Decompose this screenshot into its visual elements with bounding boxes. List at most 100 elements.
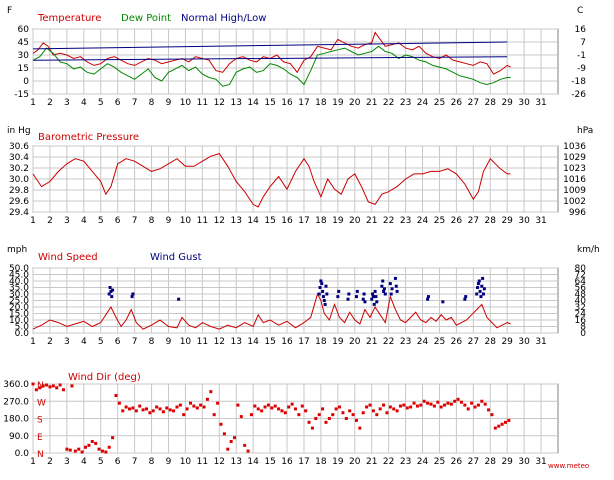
x-tick-label: 6 [115, 457, 121, 467]
data-point [480, 399, 484, 403]
x-tick-label: 17 [298, 98, 309, 108]
y-tick-label: 90.0 [9, 432, 29, 442]
x-tick-label: 11 [197, 98, 208, 108]
data-point [219, 422, 223, 426]
data-point [280, 409, 284, 413]
data-point [382, 289, 386, 293]
data-point [443, 403, 447, 407]
data-point [473, 405, 477, 409]
data-point [148, 411, 152, 415]
data-point [331, 413, 335, 417]
data-point [325, 292, 329, 296]
data-point [388, 405, 392, 409]
data-point [466, 407, 470, 411]
data-point [65, 447, 69, 451]
data-point [155, 405, 159, 409]
data-point [390, 287, 394, 291]
data-point [151, 409, 155, 413]
data-point [141, 408, 145, 412]
x-tick-label: 1 [30, 98, 36, 108]
temp-right-unit: C [577, 6, 583, 16]
x-tick-label: 15 [264, 216, 275, 226]
y-tick-label-right: 1009 [563, 186, 586, 196]
y-tick-label: 40.0 [9, 277, 29, 287]
data-point [189, 401, 192, 405]
plot-area [32, 28, 559, 95]
data-point [172, 409, 176, 413]
data-point [365, 405, 369, 409]
data-point [131, 406, 135, 410]
data-point [90, 440, 94, 443]
data-point [368, 403, 372, 407]
y-tick-label: 15.0 [9, 310, 29, 320]
data-point [321, 289, 325, 293]
y-tick-label: -15 [14, 90, 29, 100]
y-tick-label-right: -18 [571, 77, 586, 87]
x-tick-label: 26 [451, 337, 463, 347]
data-point [429, 402, 433, 406]
data-point [481, 276, 485, 280]
data-point [108, 286, 112, 289]
data-point [260, 409, 264, 413]
data-point [144, 407, 148, 411]
data-point [304, 409, 308, 413]
data-point [426, 297, 430, 301]
data-point [362, 292, 366, 296]
compass-label: S [37, 416, 43, 426]
y-tick-label-right: -1 [577, 51, 586, 61]
x-tick-label: 19 [332, 337, 344, 347]
data-point [168, 408, 172, 412]
x-tick-label: 12 [214, 98, 225, 108]
data-point [294, 407, 297, 411]
data-point [222, 432, 226, 436]
series-line [32, 41, 508, 50]
x-tick-label: 12 [214, 216, 225, 226]
x-tick-label: 10 [180, 337, 192, 347]
x-tick-label: 11 [197, 457, 208, 467]
y-tick-label: 30.0 [9, 175, 29, 185]
x-tick-label: 13 [230, 98, 241, 108]
x-tick-label: 25 [434, 457, 445, 467]
x-tick-label: 26 [451, 457, 463, 467]
x-tick-label: 3 [64, 98, 70, 108]
series-line [32, 153, 511, 208]
pressure-left-unit: in Hg [7, 126, 31, 136]
data-point [158, 407, 162, 411]
data-point [480, 284, 484, 288]
data-point [439, 405, 443, 409]
y-tick-label-right: 1029 [563, 153, 586, 163]
y-tick-label-right: 1036 [563, 142, 586, 152]
x-tick-label: 20 [349, 337, 361, 347]
x-tick-label: 29 [501, 98, 513, 108]
data-point [192, 404, 196, 408]
x-tick-label: 20 [349, 98, 361, 108]
x-tick-label: 30 [518, 98, 530, 108]
x-tick-label: 23 [400, 337, 411, 347]
x-tick-label: 8 [149, 457, 155, 467]
data-point [317, 413, 321, 417]
data-point [475, 292, 479, 296]
compass-label: W [37, 398, 46, 408]
data-point [205, 397, 209, 401]
data-point [351, 413, 355, 417]
x-tick-label: 24 [417, 457, 429, 467]
data-point [483, 402, 487, 406]
x-tick-label: 1 [30, 457, 36, 467]
y-tick-label-right: 996 [569, 208, 586, 218]
data-point [371, 292, 375, 296]
y-tick-label: 60 [18, 25, 30, 35]
data-point [500, 422, 504, 426]
data-point [436, 400, 440, 404]
data-point [277, 407, 281, 411]
x-tick-label: 3 [64, 457, 70, 467]
x-tick-label: 21 [366, 457, 377, 467]
data-point [185, 407, 189, 411]
x-tick-label: 4 [81, 98, 87, 108]
y-tick-label: 30 [18, 51, 30, 61]
data-point [236, 403, 240, 407]
data-point [175, 405, 179, 409]
data-point [375, 300, 379, 304]
y-tick-label-right: 72 [575, 271, 586, 281]
wind-speed-panel: 50.045.040.035.030.025.020.015.010.05.00… [9, 264, 586, 347]
data-point [226, 447, 230, 451]
